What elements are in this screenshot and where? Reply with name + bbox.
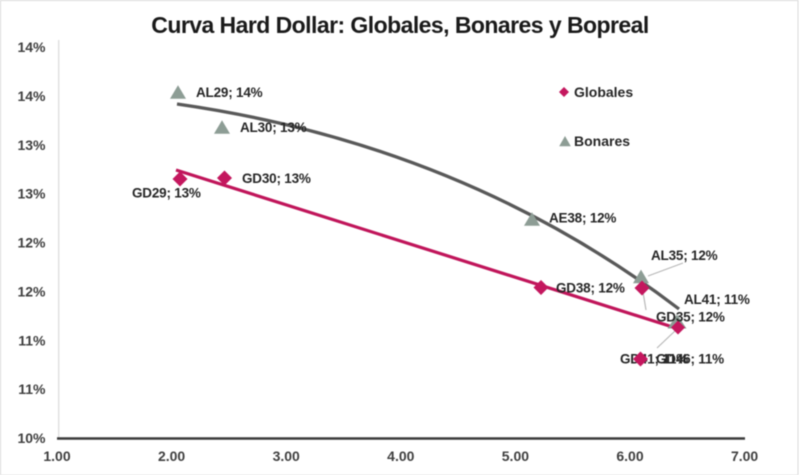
svg-text:7.00: 7.00	[731, 448, 758, 464]
svg-text:Curva Hard Dollar: Globales, B: Curva Hard Dollar: Globales, Bonares y B…	[151, 12, 648, 38]
svg-text:1.00: 1.00	[43, 448, 70, 464]
svg-text:AL30; 13%: AL30; 13%	[240, 120, 307, 135]
svg-text:12%: 12%	[17, 283, 46, 299]
svg-text:11%: 11%	[18, 332, 46, 348]
svg-text:GD38; 12%: GD38; 12%	[556, 281, 625, 296]
svg-text:12%: 12%	[17, 235, 46, 251]
svg-text:Globales: Globales	[574, 84, 633, 100]
svg-text:5.00: 5.00	[502, 448, 529, 464]
svg-text:GD35; 12%: GD35; 12%	[656, 310, 725, 325]
svg-text:10%: 10%	[17, 430, 46, 446]
svg-text:13%: 13%	[17, 186, 46, 202]
svg-text:3.00: 3.00	[273, 448, 300, 464]
svg-text:AL41; 11%: AL41; 11%	[684, 292, 750, 307]
svg-text:11%: 11%	[18, 381, 46, 397]
svg-text:GD46; 11%: GD46; 11%	[656, 352, 724, 367]
svg-text:GD30; 13%: GD30; 13%	[242, 171, 311, 186]
svg-text:2.00: 2.00	[158, 448, 185, 464]
svg-text:14%: 14%	[17, 39, 46, 55]
svg-text:4.00: 4.00	[387, 448, 414, 464]
svg-text:AL29; 14%: AL29; 14%	[196, 85, 263, 100]
svg-text:6.00: 6.00	[616, 448, 643, 464]
svg-text:GD29; 13%: GD29; 13%	[132, 186, 201, 201]
svg-text:13%: 13%	[17, 137, 46, 153]
svg-text:14%: 14%	[17, 88, 46, 104]
svg-text:Bonares: Bonares	[574, 133, 630, 149]
svg-text:AL35; 12%: AL35; 12%	[651, 248, 718, 263]
svg-text:AE38; 12%: AE38; 12%	[549, 211, 616, 226]
